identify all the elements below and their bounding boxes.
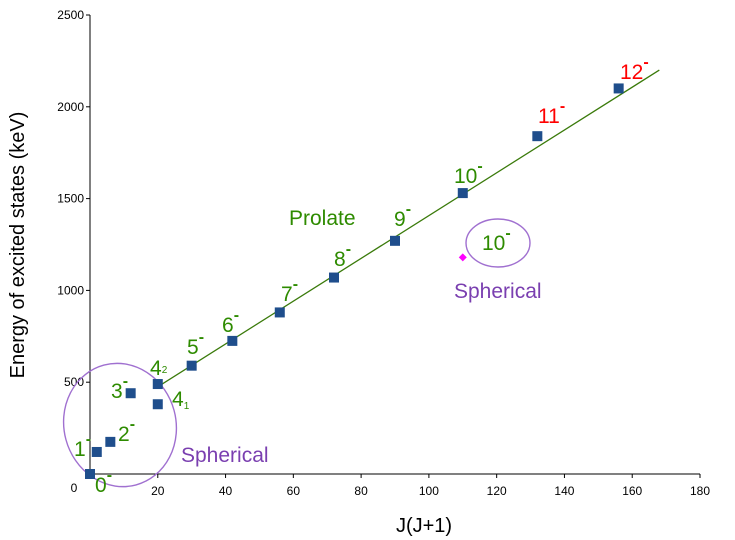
x-tick-label: 100: [419, 484, 439, 498]
label-10-spherical: 10-: [482, 225, 511, 255]
data-point: [274, 307, 285, 318]
label-4-2: 42: [150, 357, 168, 380]
y-tick-label: 1000: [57, 283, 84, 297]
data-point: [152, 379, 163, 390]
x-tick-label: 40: [219, 484, 233, 498]
label-2: 2-: [118, 416, 135, 446]
label-5: 5-: [187, 329, 204, 359]
x-tick-label: 160: [622, 484, 642, 498]
spherical-high-annotation: Spherical: [454, 280, 542, 303]
label-3: 3-: [111, 373, 128, 403]
axis-ticks: 0 20 40 60 80 100 120 140 160 180 500 1000 1500 2000 2…: [57, 8, 710, 498]
label-11: 11-: [538, 98, 565, 128]
label-0: 0-: [95, 467, 112, 497]
data-point: [91, 446, 102, 457]
x-tick-label: 140: [554, 484, 574, 498]
label-4-1: 41: [172, 388, 190, 412]
label-8: 8-: [334, 241, 351, 271]
x-axis-title: J(J+1): [396, 515, 452, 537]
label-1: 1-: [74, 431, 91, 461]
spherical-low-circle: [62, 362, 178, 488]
data-point: [105, 436, 116, 447]
data-point: [329, 272, 339, 283]
spherical-high-circle: [465, 218, 531, 268]
label-7: 7-: [281, 276, 298, 306]
x-tick-label: 60: [287, 484, 301, 498]
data-point: [152, 399, 163, 410]
data-point-spherical: [458, 253, 467, 262]
data-points: [85, 83, 624, 479]
data-point: [390, 235, 400, 246]
x-tick-label: 0: [71, 481, 78, 495]
data-point: [85, 469, 95, 479]
data-point: [125, 388, 136, 399]
x-tick-label: 180: [690, 484, 710, 498]
x-tick-label: 20: [151, 484, 165, 498]
prolate-annotation: Prolate: [289, 207, 356, 230]
data-point: [532, 131, 543, 142]
label-12: 12-: [620, 54, 649, 84]
label-10: 10-: [454, 158, 483, 188]
y-tick-label: 1500: [57, 192, 84, 206]
x-tick-label: 120: [487, 484, 507, 498]
data-point: [457, 188, 468, 199]
y-tick-label: 500: [64, 375, 84, 389]
spherical-low-annotation: Spherical: [181, 444, 269, 467]
label-9: 9-: [394, 201, 411, 231]
y-tick-label: 2500: [57, 8, 84, 22]
label-6: 6-: [222, 307, 239, 337]
y-axis-title: Energy of excited states (keV): [7, 112, 29, 379]
data-point: [227, 335, 238, 346]
data-point: [186, 360, 197, 371]
x-tick-label: 80: [354, 484, 368, 498]
y-tick-label: 2000: [57, 100, 84, 114]
data-point: [613, 83, 624, 94]
fit-line: [157, 69, 660, 388]
